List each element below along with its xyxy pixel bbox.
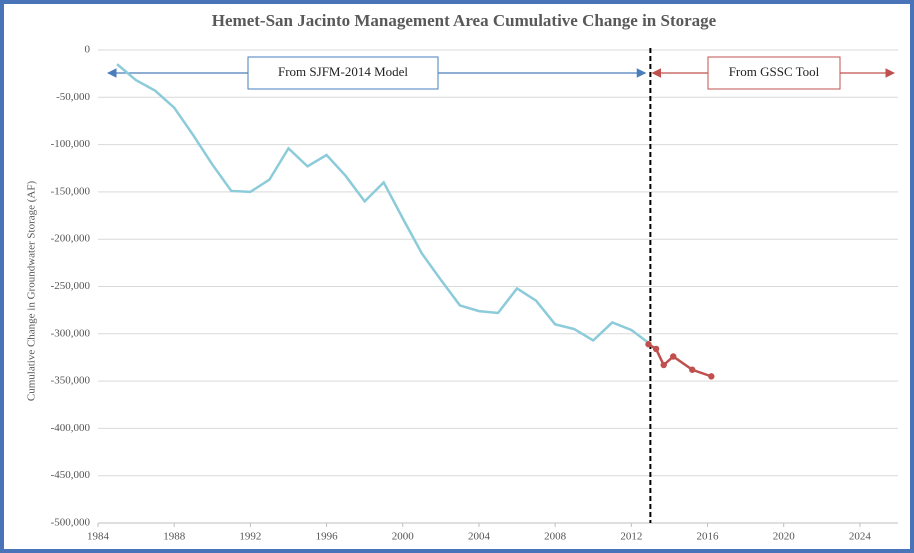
x-tick-label: 1988 bbox=[163, 531, 186, 543]
annotation-box bbox=[247, 56, 439, 90]
y-tick-label: -50,000 bbox=[56, 91, 90, 103]
y-tick-label: -400,000 bbox=[51, 422, 91, 434]
annotation: From GSSC Tool bbox=[729, 64, 820, 79]
y-tick-label: 0 bbox=[85, 44, 91, 56]
point bbox=[670, 353, 677, 360]
x-tick-label: 2008 bbox=[544, 531, 567, 543]
point bbox=[652, 345, 660, 353]
y-tick-label: -350,000 bbox=[51, 375, 91, 387]
y-tick-label: -150,000 bbox=[51, 185, 91, 197]
point bbox=[645, 341, 652, 348]
x-tick-label: 2016 bbox=[697, 531, 720, 543]
x-tick-label: 2012 bbox=[620, 531, 642, 543]
y-tick-label: -100,000 bbox=[51, 138, 91, 150]
series-line bbox=[116, 63, 652, 346]
y-tick-label: -500,000 bbox=[51, 517, 91, 529]
point bbox=[689, 366, 696, 373]
y-tick-label: -450,000 bbox=[51, 469, 91, 481]
y-axis-label: Cumulative Change in Groundwater Storage… bbox=[26, 181, 38, 402]
point bbox=[708, 373, 715, 380]
y-tick-label: -200,000 bbox=[51, 233, 91, 245]
x-tick-label: 1992 bbox=[239, 531, 261, 543]
x-tick-label: 2004 bbox=[468, 531, 491, 543]
chart-title: Hemet-San Jacinto Management Area Cumula… bbox=[212, 11, 717, 30]
annotation: From SJFM-2014 Model bbox=[278, 64, 408, 79]
y-tick-label: -300,000 bbox=[51, 327, 91, 339]
x-tick-label: 2024 bbox=[849, 531, 872, 543]
point bbox=[660, 361, 667, 369]
annotation-box bbox=[707, 56, 841, 90]
x-tick-label: 1996 bbox=[316, 531, 339, 543]
chart: Hemet-San Jacinto Management Area Cumula… bbox=[4, 4, 910, 549]
x-tick-label: 2020 bbox=[773, 531, 796, 543]
x-tick-label: 1984 bbox=[87, 531, 110, 543]
x-tick-label: 2000 bbox=[392, 531, 415, 543]
y-tick-label: -250,000 bbox=[51, 280, 91, 292]
